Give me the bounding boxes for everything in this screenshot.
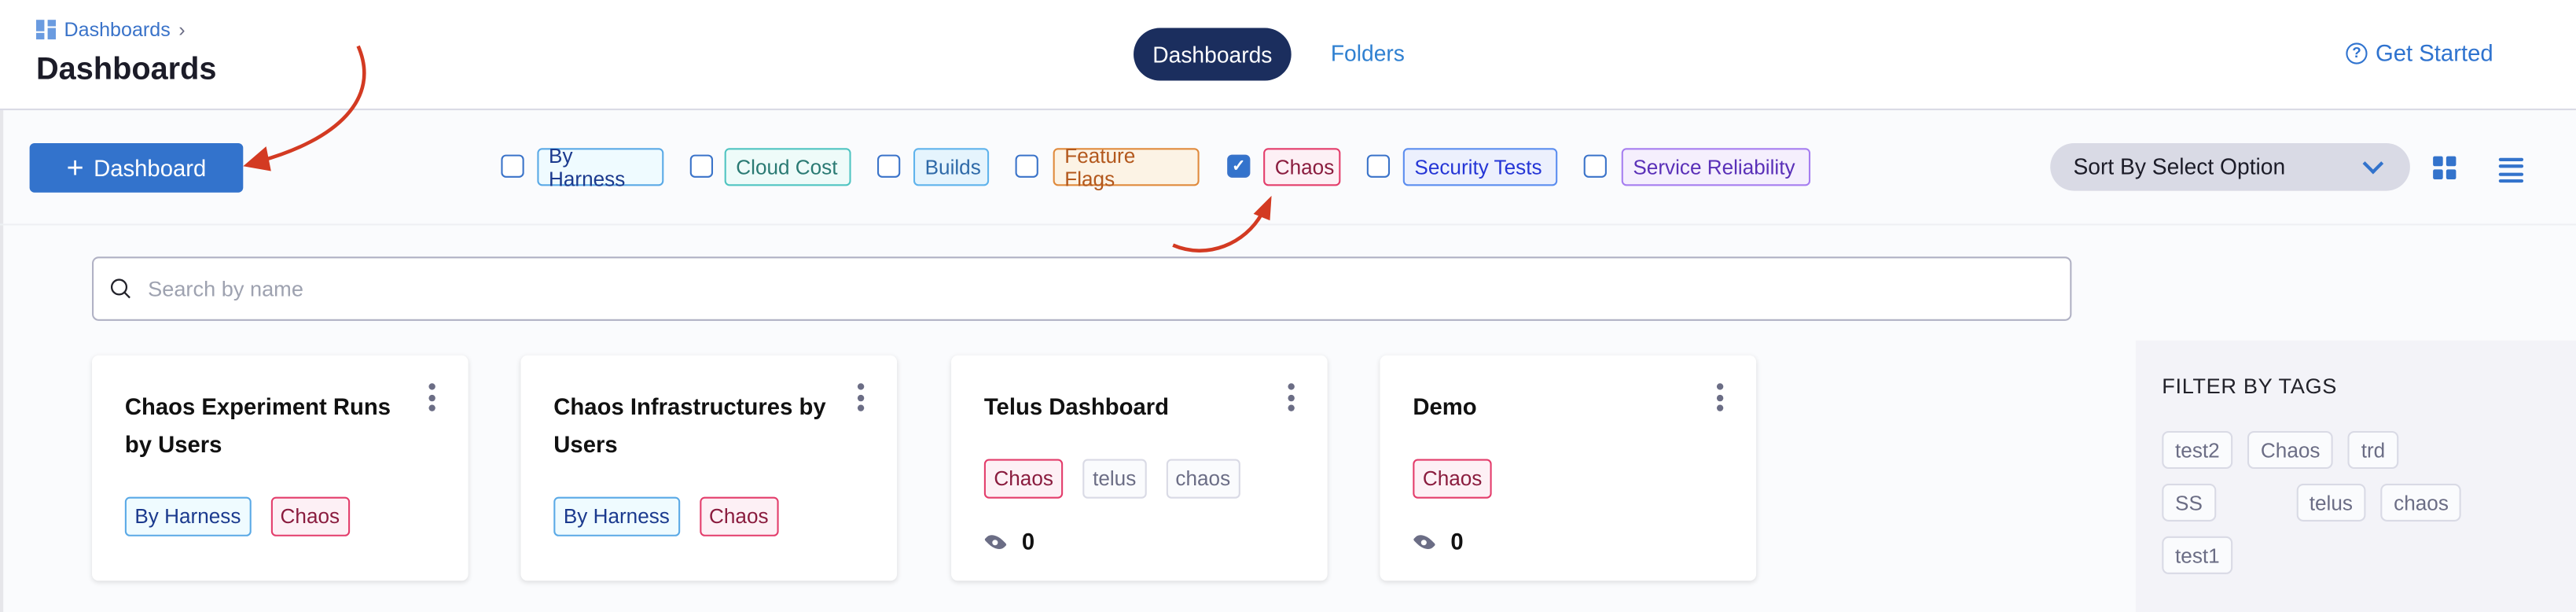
card-tag: By Harness <box>553 496 680 536</box>
more-options-icon[interactable] <box>857 383 865 415</box>
card-tag: Chaos <box>1413 459 1492 499</box>
card-title[interactable]: Demo <box>1413 393 1477 420</box>
grid-view-icon[interactable] <box>2433 156 2457 179</box>
tab-dashboards[interactable]: Dashboards <box>1134 28 1292 81</box>
annotation-arrow-new-dashboard <box>259 45 366 164</box>
sort-select-value: Sort By Select Option <box>2073 154 2286 179</box>
new-dashboard-label: Dashboard <box>94 154 207 182</box>
card-title[interactable]: Telus Dashboard <box>983 393 1170 420</box>
toolbar <box>0 110 2576 226</box>
tag-filter-item[interactable]: trd <box>2347 430 2398 470</box>
card-title[interactable]: Chaos Experiment Runs by Users <box>124 393 391 458</box>
filter-checkbox-service-reliability[interactable] <box>1583 154 1607 178</box>
view-count: 0 <box>1413 528 1464 555</box>
filter-tag-chaos[interactable]: Chaos <box>1263 148 1341 186</box>
left-edge-divider <box>0 0 4 612</box>
breadcrumb-dashboards[interactable]: Dashboards <box>64 18 171 42</box>
card-tags: Chaos telus chaos <box>983 459 1240 499</box>
filter-by-tags-title: FILTER BY TAGS <box>2162 373 2337 399</box>
breadcrumb[interactable]: Dashboards › <box>35 18 186 42</box>
filter-checkbox-builds[interactable] <box>877 154 901 178</box>
card-tag: Chaos <box>699 496 779 536</box>
filter-checkbox-by-harness[interactable] <box>501 154 524 178</box>
checkmark-icon: ✓ <box>1232 157 1246 175</box>
tag-filter-item[interactable]: SS <box>2162 483 2216 522</box>
search-icon <box>110 278 130 299</box>
arrowhead-icon <box>1253 195 1272 221</box>
tag-filter-item[interactable]: test2 <box>2162 430 2233 470</box>
annotation-arrow-chaos <box>1172 212 1264 253</box>
filter-checkbox-security-tests[interactable] <box>1366 154 1391 178</box>
new-dashboard-button[interactable]: + Dashboard <box>29 142 244 193</box>
sort-select[interactable]: Sort By Select Option <box>2050 142 2410 191</box>
chevron-right-icon: › <box>178 18 186 42</box>
view-count: 0 <box>984 528 1035 555</box>
tag-filter-item[interactable]: telus <box>2296 483 2366 522</box>
filter-tag-cloud-cost[interactable]: Cloud Cost <box>724 148 851 186</box>
filter-tag-security-tests[interactable]: Security Tests <box>1402 148 1558 186</box>
tag-filter-item[interactable]: test1 <box>2162 536 2233 574</box>
filter-tag-builds[interactable]: Builds <box>913 148 990 186</box>
card-tags: By Harness Chaos <box>124 496 350 536</box>
dashboard-icon <box>35 20 57 40</box>
more-options-icon[interactable] <box>1716 383 1724 415</box>
filter-checkbox-cloud-cost[interactable] <box>689 154 714 178</box>
filter-by-tags-panel: FILTER BY TAGS test2 Chaos trd SS telus … <box>2135 340 2576 612</box>
view-count-value: 0 <box>1450 528 1464 555</box>
tag-filter-item[interactable]: chaos <box>2380 483 2462 522</box>
help-circle-icon: ? <box>2346 42 2368 64</box>
filter-tag-service-reliability[interactable]: Service Reliability <box>1621 148 1811 186</box>
dashboard-card[interactable]: Chaos Experiment Runs by Users By Harnes… <box>92 355 469 581</box>
card-tag: Chaos <box>983 459 1064 499</box>
plus-icon: + <box>66 151 84 185</box>
page-title: Dashboards <box>35 52 217 87</box>
card-title[interactable]: Chaos Infrastructures by Users <box>553 393 826 458</box>
dashboard-card[interactable]: Demo Chaos 0 <box>1380 355 1757 581</box>
filter-checkbox-chaos[interactable]: ✓ <box>1227 154 1251 178</box>
search-input[interactable] <box>144 275 2071 303</box>
more-options-icon[interactable] <box>1288 383 1295 415</box>
tab-folders[interactable]: Folders <box>1330 41 1405 66</box>
card-tag: telus <box>1082 459 1146 499</box>
filter-checkbox-feature-flags[interactable] <box>1015 154 1038 178</box>
view-count-value: 0 <box>1021 528 1035 555</box>
card-tags: By Harness Chaos <box>553 496 779 536</box>
arrowhead-icon <box>243 146 271 171</box>
search-field[interactable] <box>92 256 2072 321</box>
card-tags: Chaos <box>1413 459 1492 499</box>
more-options-icon[interactable] <box>428 383 435 415</box>
card-tag: Chaos <box>270 496 350 536</box>
card-tag: chaos <box>1165 459 1240 499</box>
get-started-link[interactable]: ? Get Started <box>2346 39 2493 66</box>
tag-filter-item[interactable]: Chaos <box>2247 430 2334 470</box>
list-view-icon[interactable] <box>2498 157 2524 186</box>
tag-filter-list: test2 Chaos trd SS telus chaos test1 <box>2162 430 2474 574</box>
dashboard-card[interactable]: Telus Dashboard Chaos telus chaos 0 <box>951 355 1328 581</box>
get-started-label: Get Started <box>2375 39 2493 66</box>
filter-tag-by-harness[interactable]: By Harness <box>537 144 664 190</box>
dashboard-card[interactable]: Chaos Infrastructures by Users By Harnes… <box>520 355 898 581</box>
card-tag: By Harness <box>124 496 251 536</box>
